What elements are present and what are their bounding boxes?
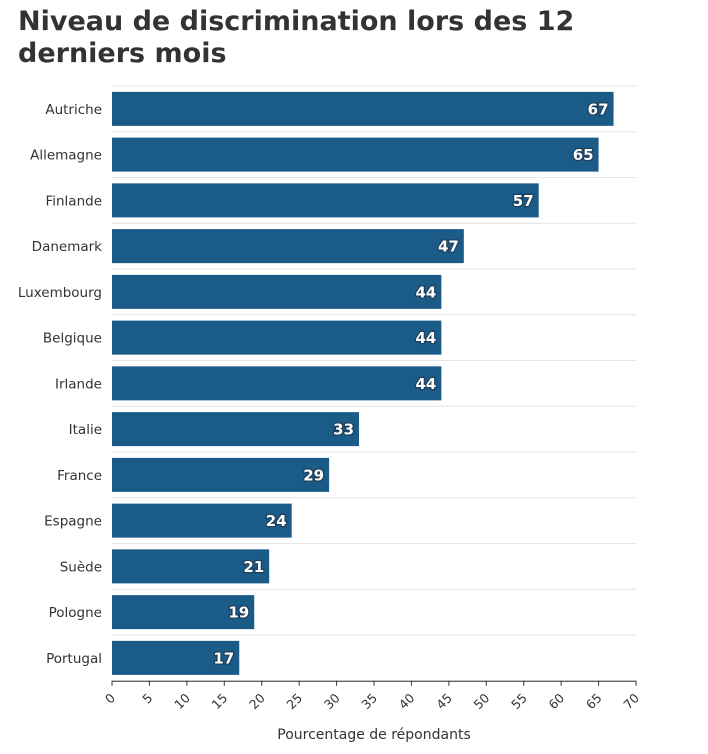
x-axis-title: Pourcentage de répondants [277,727,471,743]
category-label: Italie [69,422,102,438]
data-label: 17 [213,649,234,667]
data-label: 44 [415,375,436,393]
data-label: 24 [266,512,287,530]
x-tick-label: 20 [246,690,268,712]
category-label: Finlande [45,193,102,209]
bar [112,320,442,355]
x-tick-label: 70 [620,690,642,712]
data-label: 44 [415,283,436,301]
x-tick-label: 5 [139,690,155,706]
x-tick-label: 0 [102,690,118,706]
bar [112,274,442,309]
x-tick-label: 40 [396,690,418,712]
category-label: Irlande [55,376,102,392]
bar [112,640,240,675]
data-label: 65 [573,146,594,164]
bar [112,595,255,630]
data-label: 29 [303,466,324,484]
chart-title: Niveau de discrimination lors des 12 der… [18,6,575,69]
category-label: Suède [60,559,102,575]
bar [112,183,539,218]
x-tick-label: 65 [583,690,605,712]
data-label: 44 [415,329,436,347]
bar [112,503,292,538]
category-label: Pologne [49,605,102,621]
x-tick-label: 15 [209,690,231,712]
x-tick-label: 45 [433,690,455,712]
x-tick-label: 60 [545,690,567,712]
bar [112,549,270,584]
category-label: Portugal [46,651,102,667]
data-label: 57 [513,192,534,210]
category-label: Allemagne [30,148,102,164]
x-tick-label: 55 [508,690,530,712]
bar [112,412,360,447]
category-label: Belgique [43,331,102,347]
x-tick-label: 50 [471,690,493,712]
data-label: 33 [333,421,354,439]
data-label: 21 [243,558,264,576]
bar [112,366,442,401]
bar [112,457,330,492]
category-label: Espagne [44,514,102,530]
x-tick-label: 10 [171,690,193,712]
category-label: Danemark [32,239,103,255]
data-label: 67 [588,100,609,118]
category-label: Luxembourg [18,285,102,301]
category-label: Autriche [45,102,102,118]
bar [112,229,464,264]
x-tick-label: 30 [321,690,343,712]
bar [112,137,599,172]
data-label: 47 [438,238,459,256]
category-label: France [57,468,102,484]
x-tick-label: 25 [283,690,305,712]
data-label: 19 [228,604,249,622]
bar [112,91,614,126]
x-tick-label: 35 [358,690,380,712]
